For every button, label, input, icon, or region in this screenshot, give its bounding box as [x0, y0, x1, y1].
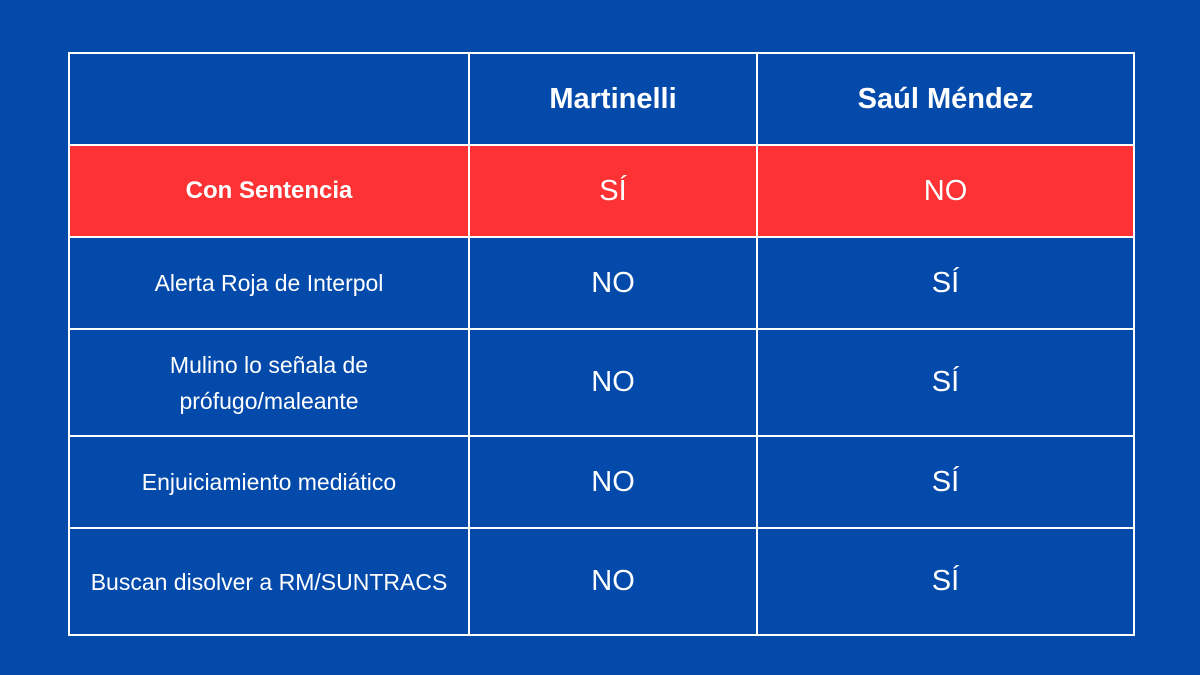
cell-martinelli: NO [468, 435, 758, 529]
table-header-row: Martinelli Saúl Méndez [68, 52, 1135, 146]
cell-saul-mendez: SÍ [756, 328, 1135, 437]
cell-saul-mendez: SÍ [756, 236, 1135, 330]
cell-saul-mendez: SÍ [756, 435, 1135, 529]
row-label: Buscan disolver a RM/SUNTRACS [68, 527, 470, 636]
header-saul-mendez: Saúl Méndez [756, 52, 1135, 146]
comparison-table: Martinelli Saúl Méndez Con Sentencia SÍ … [68, 52, 1135, 636]
row-label: Enjuiciamiento mediático [68, 435, 470, 529]
header-martinelli: Martinelli [468, 52, 758, 146]
row-label: Mulino lo señala de prófugo/maleante [68, 328, 470, 437]
cell-martinelli: NO [468, 236, 758, 330]
cell-martinelli: NO [468, 328, 758, 437]
row-label: Con Sentencia [68, 144, 470, 238]
header-empty-cell [68, 52, 470, 146]
cell-martinelli: SÍ [468, 144, 758, 238]
table-row: Con Sentencia SÍ NO [68, 144, 1135, 238]
cell-martinelli: NO [468, 527, 758, 636]
cell-saul-mendez: NO [756, 144, 1135, 238]
table-row: Enjuiciamiento mediático NO SÍ [68, 435, 1135, 529]
row-label: Alerta Roja de Interpol [68, 236, 470, 330]
table-row: Buscan disolver a RM/SUNTRACS NO SÍ [68, 527, 1135, 636]
table-row: Mulino lo señala de prófugo/maleante NO … [68, 328, 1135, 437]
cell-saul-mendez: SÍ [756, 527, 1135, 636]
table-row: Alerta Roja de Interpol NO SÍ [68, 236, 1135, 330]
